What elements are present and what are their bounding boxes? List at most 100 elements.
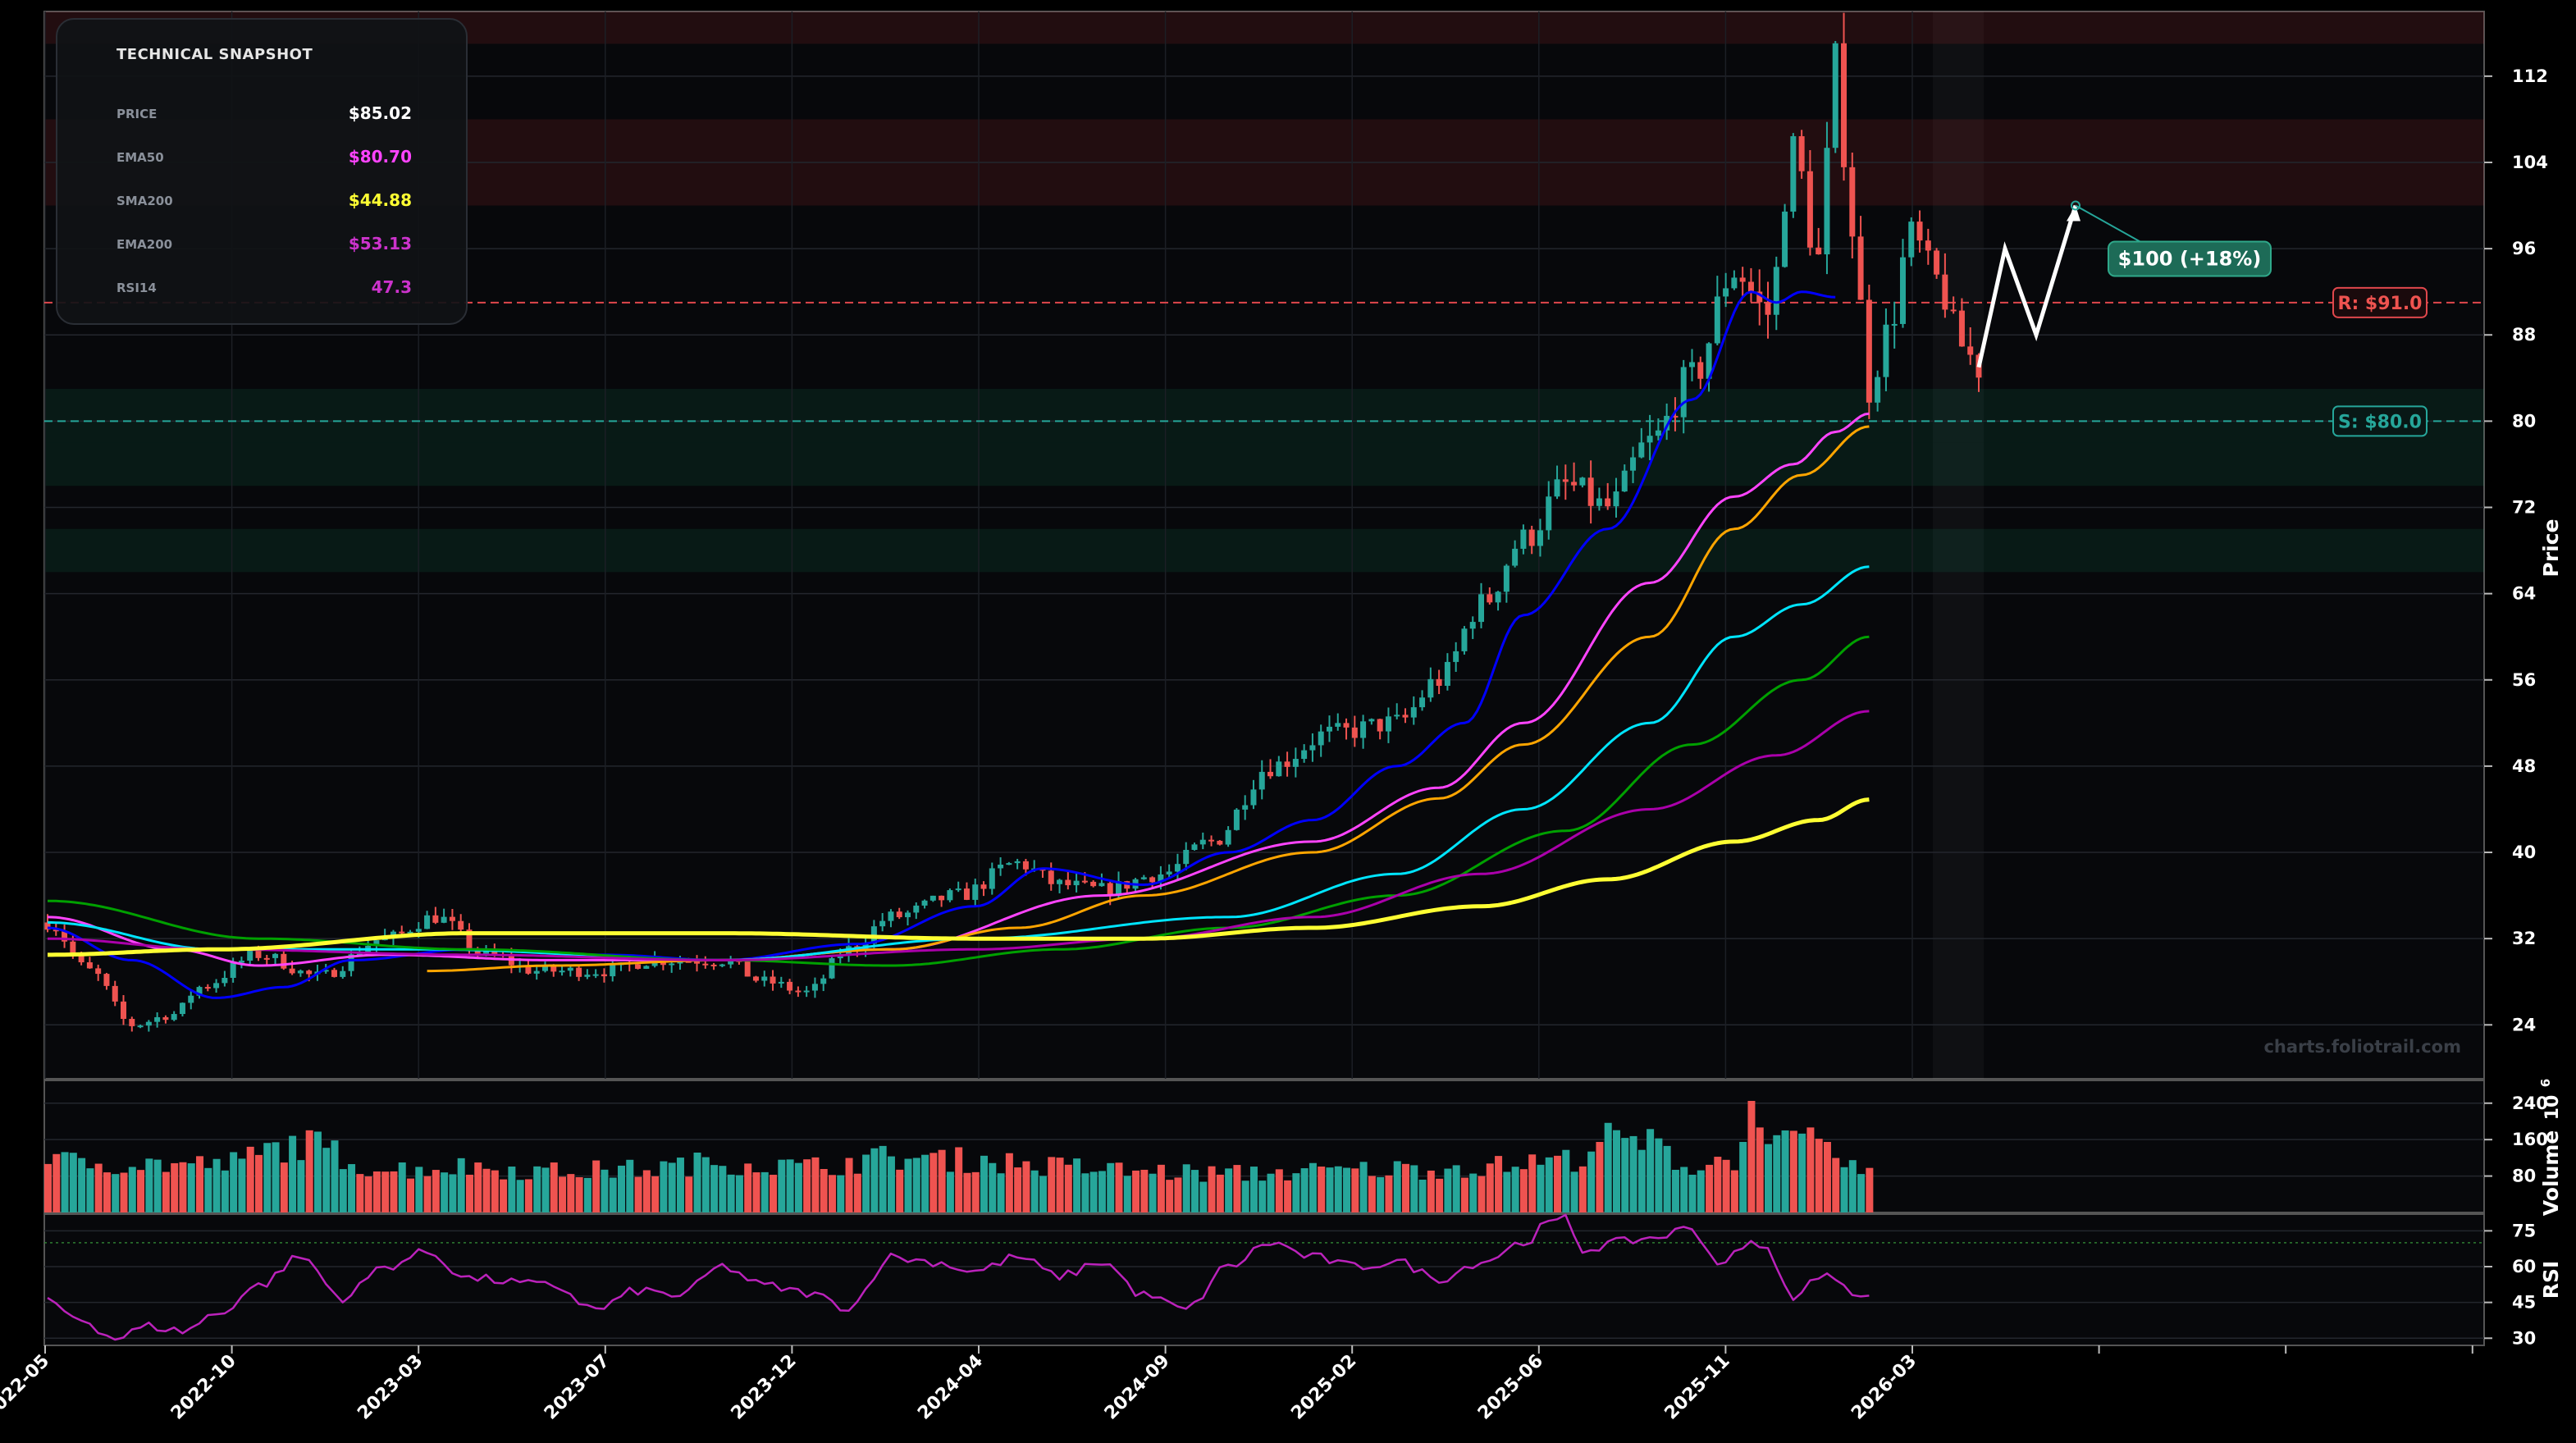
- candle-body: [1217, 840, 1223, 845]
- volume-bar: [770, 1175, 778, 1212]
- volume-bar: [1840, 1167, 1848, 1212]
- volume-panel: 80 160 240 Volume 10 6: [43, 1079, 2563, 1217]
- volume-bar: [1866, 1167, 1874, 1212]
- volume-bar: [322, 1148, 331, 1212]
- candle-body: [1647, 436, 1653, 443]
- candle-body: [1697, 362, 1704, 379]
- volume-bar: [524, 1179, 532, 1212]
- target-label-box: [2108, 240, 2272, 277]
- volume-bar: [1688, 1174, 1697, 1212]
- candle-body: [1242, 805, 1249, 810]
- candle-body: [541, 965, 548, 971]
- candle-body: [1258, 771, 1265, 790]
- y-tick-label: 160: [2512, 1130, 2548, 1149]
- candle-body: [1394, 715, 1400, 717]
- candle-body: [1461, 628, 1468, 651]
- candle-body: [888, 911, 894, 921]
- candle-body: [1891, 323, 1898, 326]
- volume-bar: [1022, 1161, 1030, 1212]
- volume-bar: [1478, 1176, 1486, 1212]
- volume-bar: [372, 1171, 381, 1212]
- candle-body: [1292, 759, 1299, 767]
- volume-bar: [887, 1156, 895, 1212]
- y-tick-label: 96: [2512, 239, 2536, 258]
- volume-bar: [86, 1168, 94, 1212]
- candle-body: [1723, 288, 1729, 297]
- candle-body: [1714, 296, 1720, 344]
- volume-bar: [997, 1173, 1005, 1212]
- volume-bar: [634, 1176, 642, 1212]
- rsi-axis-label: RSI: [2539, 1261, 2563, 1299]
- volume-bar: [263, 1143, 272, 1212]
- candle-body: [744, 961, 751, 977]
- volume-bar: [820, 1168, 828, 1212]
- candle-body: [95, 968, 102, 975]
- volume-bar: [1014, 1167, 1022, 1212]
- volume-bar: [1604, 1122, 1612, 1212]
- candle-body: [1528, 529, 1535, 546]
- volume-bar: [44, 1163, 52, 1212]
- snapshot-label: RSI14: [116, 281, 157, 295]
- candle-body: [263, 957, 270, 960]
- volume-bar: [1671, 1169, 1679, 1212]
- snapshot-value: $85.02: [348, 103, 412, 123]
- volume-bar: [1174, 1177, 1182, 1212]
- candle-body: [955, 888, 961, 891]
- volume-bar: [1486, 1163, 1494, 1212]
- candle-body: [1875, 377, 1881, 403]
- y-tick-label: 64: [2512, 584, 2536, 604]
- volume-bar: [1444, 1168, 1452, 1212]
- volume-bar: [929, 1153, 938, 1212]
- volume-bar: [1351, 1168, 1359, 1212]
- candle-body: [1166, 871, 1172, 874]
- candle-body: [752, 976, 759, 981]
- candle-body: [1073, 880, 1080, 886]
- volume-bar: [1309, 1162, 1317, 1212]
- volume-bar: [449, 1174, 457, 1212]
- candle-body: [1512, 548, 1519, 566]
- volume-bar: [212, 1158, 221, 1212]
- y-tick-label: 30: [2512, 1328, 2536, 1348]
- volume-bar: [474, 1162, 482, 1212]
- candle-body: [1183, 850, 1190, 865]
- moving-average-line: [47, 290, 1836, 999]
- candle-body: [998, 864, 1004, 869]
- snapshot-title: TECHNICAL SNAPSHOT: [116, 46, 313, 63]
- volume-bar: [904, 1158, 912, 1212]
- volume-bar: [516, 1180, 524, 1212]
- volume-bar: [1225, 1168, 1233, 1212]
- candle-body: [238, 961, 244, 963]
- y-tick-label: 80: [2512, 1167, 2536, 1186]
- volume-bar: [482, 1168, 491, 1212]
- volume-bar: [1460, 1177, 1468, 1212]
- candle-body: [1081, 880, 1088, 883]
- volume-bar: [1756, 1127, 1764, 1212]
- support-label: S: $80.0: [2338, 412, 2422, 432]
- candle-body: [306, 970, 313, 975]
- candle-body: [694, 961, 701, 964]
- volume-bar: [744, 1163, 752, 1212]
- candle-body: [348, 954, 354, 971]
- volume-bar: [1115, 1162, 1123, 1212]
- volume-bar: [1495, 1156, 1503, 1212]
- candle-body: [1688, 362, 1695, 368]
- volume-axis-label: Volume: [2539, 1130, 2563, 1217]
- volume-bar: [1596, 1142, 1604, 1212]
- volume-bar: [794, 1162, 802, 1212]
- volume-bar: [398, 1162, 406, 1212]
- volume-bar: [559, 1176, 567, 1212]
- volume-bar: [491, 1170, 499, 1212]
- volume-bar: [896, 1169, 904, 1212]
- volume-bar: [1056, 1158, 1064, 1212]
- candle-body: [289, 968, 295, 974]
- snapshot-row-price: PRICE $85.02: [116, 102, 412, 126]
- candle-body: [1419, 697, 1426, 708]
- y-tick-label: 112: [2512, 66, 2548, 86]
- candle-body: [1057, 879, 1063, 884]
- candle-body: [685, 961, 692, 963]
- volume-bar: [230, 1152, 238, 1212]
- volume-bar: [1637, 1149, 1646, 1212]
- volume-bar: [1537, 1164, 1545, 1212]
- candle-body: [432, 915, 439, 923]
- candle-body: [247, 950, 253, 961]
